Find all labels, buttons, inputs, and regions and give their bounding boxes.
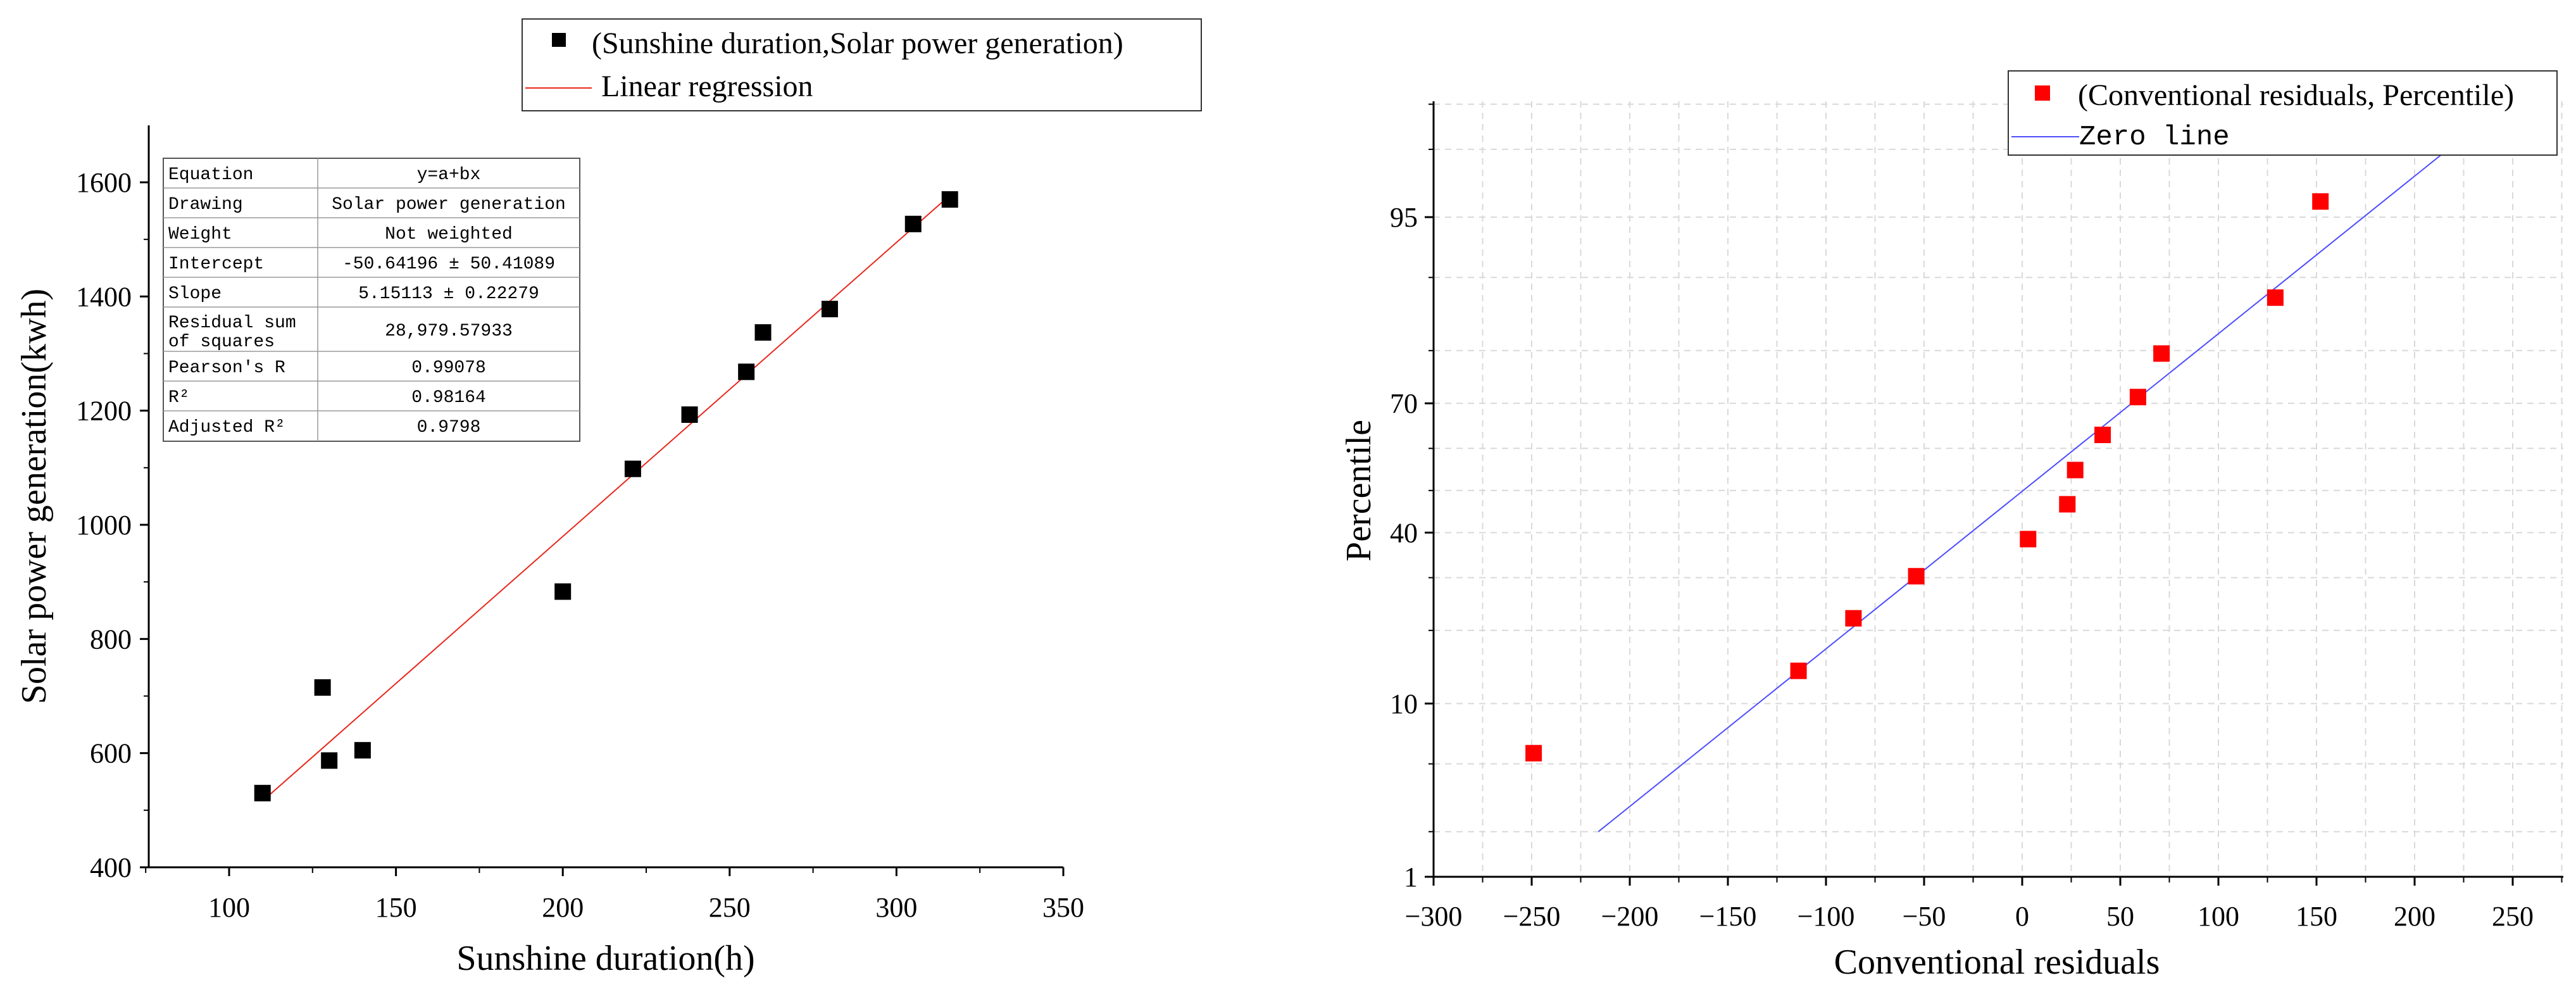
zero-line xyxy=(1597,149,2449,832)
stats-row-label: R² xyxy=(168,388,190,408)
left-y-tick-label: 600 xyxy=(90,738,132,769)
residual-point xyxy=(2267,289,2284,306)
right-y-axis-title: Percentile xyxy=(1339,420,1379,562)
residual-point xyxy=(2129,389,2146,406)
stats-row-label: Pearson's R xyxy=(168,358,285,378)
right-x-tick-label: 150 xyxy=(2296,901,2337,932)
residual-point xyxy=(1525,744,1542,762)
residual-point xyxy=(1845,610,1862,627)
data-point xyxy=(321,752,338,769)
stats-row-value: 5.15113 ± 0.22279 xyxy=(358,284,539,304)
residual-point xyxy=(2312,193,2329,210)
left-x-tick-label: 250 xyxy=(709,892,751,923)
right-x-tick-label: 100 xyxy=(2198,901,2239,932)
left-x-tick-label: 200 xyxy=(542,892,584,923)
data-point xyxy=(624,460,641,477)
data-point xyxy=(821,301,838,318)
right-grid xyxy=(1434,101,2563,877)
residual-point xyxy=(2153,345,2170,362)
right-y-tick-label: 40 xyxy=(1390,517,1418,548)
right-legend: (Conventional residuals, Percentile) Zer… xyxy=(2008,70,2558,156)
stats-row-label-line2: of squares xyxy=(168,332,275,352)
residual-point xyxy=(2066,461,2084,479)
legend-square-icon xyxy=(552,33,566,47)
right-marks xyxy=(1525,149,2449,832)
right-x-tick-label: −100 xyxy=(1798,901,1855,932)
left-y-axis-title: Solar power generation(kwh) xyxy=(15,289,54,704)
data-point xyxy=(941,191,958,208)
data-point xyxy=(354,742,371,759)
left-legend-series-label: (Sunshine duration,Solar power generatio… xyxy=(592,27,1123,60)
residual-point xyxy=(2094,426,2111,443)
right-legend-series-label: (Conventional residuals, Percentile) xyxy=(2078,78,2514,112)
data-point xyxy=(681,406,698,423)
regression-stats-table: Equation y=a+bx Drawing Solar power generat… xyxy=(163,158,580,442)
stats-row-label: Adjusted R² xyxy=(168,418,285,437)
stats-row-value: 0.9798 xyxy=(417,418,481,437)
left-x-tick-label: 150 xyxy=(375,892,417,923)
right-x-axis-title: Conventional residuals xyxy=(1834,943,2160,982)
right-x-tick-label: 50 xyxy=(2106,901,2134,932)
left-y-tick-label: 1600 xyxy=(76,167,132,198)
right-x-tick-label: −200 xyxy=(1601,901,1659,932)
data-point xyxy=(314,679,331,696)
residual-point xyxy=(2020,531,2037,548)
right-x-tick-label: 250 xyxy=(2492,901,2534,932)
left-x-axis-title: Sunshine duration(h) xyxy=(456,939,754,978)
left-y-tick-label: 800 xyxy=(90,624,132,655)
stats-row-value: 0.98164 xyxy=(411,388,486,408)
stats-row-label: Intercept xyxy=(168,254,264,274)
stats-row-value: Not weighted xyxy=(385,225,513,244)
right-x-tick-label: 0 xyxy=(2015,901,2029,932)
stats-row-label: Residual sum xyxy=(168,313,296,333)
stats-row-label: Drawing xyxy=(168,195,243,215)
stats-row-value: Solar power generation xyxy=(332,195,566,215)
right-x-tick-label: −300 xyxy=(1405,901,1463,932)
right-x-tick-label: −50 xyxy=(1903,901,1946,932)
left-chart: Sunshine duration(h) Solar power generat… xyxy=(15,18,1202,978)
legend-square-icon xyxy=(2035,85,2050,101)
data-point xyxy=(254,784,271,801)
right-chart: Conventional residuals Percentile (Conve… xyxy=(1339,70,2563,982)
right-legend-line-label: Zero line xyxy=(2079,122,2230,153)
residual-point xyxy=(1790,662,1807,679)
data-point xyxy=(904,215,922,232)
regression-line xyxy=(262,194,951,802)
stats-row-label: Weight xyxy=(168,225,232,244)
left-x-tick-label: 350 xyxy=(1042,892,1084,923)
data-point xyxy=(754,324,772,341)
residual-point xyxy=(1908,568,1925,585)
left-y-tick-label: 1000 xyxy=(76,510,132,541)
right-x-tick-label: 200 xyxy=(2394,901,2435,932)
right-x-tick-label: −250 xyxy=(1503,901,1561,932)
left-y-tick-label: 1200 xyxy=(76,396,132,427)
left-legend-line-label: Linear regression xyxy=(601,70,813,103)
residual-point xyxy=(2059,496,2076,513)
right-y-tick-label: 70 xyxy=(1390,388,1418,419)
right-y-tick-label: 95 xyxy=(1390,202,1418,233)
stats-row-value: -50.64196 ± 50.41089 xyxy=(342,254,555,274)
stats-row-value: 28,979.57933 xyxy=(385,322,513,341)
stats-row-value: 0.99078 xyxy=(411,358,486,378)
left-marks xyxy=(254,191,958,802)
left-x-tick-label: 300 xyxy=(875,892,917,923)
left-y-tick-label: 400 xyxy=(90,852,132,883)
stats-row-value: y=a+bx xyxy=(417,165,481,185)
left-legend: (Sunshine duration,Solar power generatio… xyxy=(522,18,1202,111)
data-point xyxy=(554,583,572,600)
right-y-tick-label: 10 xyxy=(1390,688,1418,719)
stats-row-label: Slope xyxy=(168,284,222,304)
stats-row-label: Equation xyxy=(168,165,253,185)
right-x-tick-label: −150 xyxy=(1699,901,1757,932)
left-x-tick-label: 100 xyxy=(208,892,250,923)
data-point xyxy=(738,363,755,380)
left-y-tick-label: 1400 xyxy=(76,281,132,312)
right-y-tick-label: 1 xyxy=(1404,862,1418,893)
